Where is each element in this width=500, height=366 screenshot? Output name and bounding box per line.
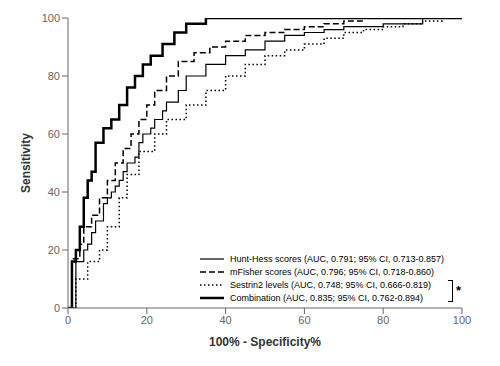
svg-text:80: 80 — [377, 314, 389, 326]
svg-text:0: 0 — [54, 302, 60, 314]
svg-text:Sensitivity: Sensitivity — [19, 133, 33, 193]
svg-text:20: 20 — [48, 244, 60, 256]
svg-text:80: 80 — [48, 70, 60, 82]
html-text:mFisher scores (AUC, 0.796; 95: mFisher scores (AUC, 0.796; 95% CI, 0.71… — [229, 266, 434, 277]
svg-text:40: 40 — [48, 186, 60, 198]
html-text:Sestrin2 levels (AUC, 0.748; 9: Sestrin2 levels (AUC, 0.748; 95% CI, 0.6… — [229, 279, 431, 290]
html-text:Combination (AUC, 0.835; 95% C: Combination (AUC, 0.835; 95% CI, 0.762-0… — [229, 292, 423, 303]
html-text:Hunt-Hess scores (AUC, 0.791;: Hunt-Hess scores (AUC, 0.791; 95% CI, 0.… — [229, 253, 444, 264]
svg-text:0: 0 — [65, 314, 71, 326]
svg-text:100: 100 — [453, 314, 471, 326]
svg-text:20: 20 — [141, 314, 153, 326]
svg-text:60: 60 — [48, 128, 60, 140]
svg-text:100: 100 — [42, 12, 60, 24]
svg-text:40: 40 — [219, 314, 231, 326]
svg-text:60: 60 — [298, 314, 310, 326]
svg-text:100% - Specificity%: 100% - Specificity% — [209, 335, 321, 349]
